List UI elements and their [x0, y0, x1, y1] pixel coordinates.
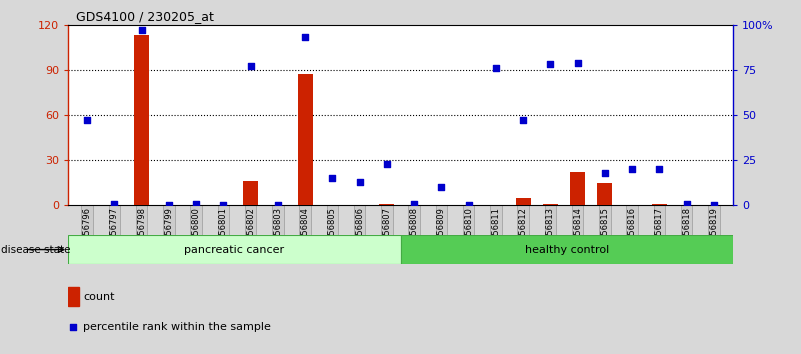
Bar: [68, 235, 400, 264]
Point: [272, 202, 284, 208]
Point: [517, 118, 529, 123]
Point: [190, 201, 203, 206]
Bar: [400, 235, 733, 264]
Bar: [516, 198, 530, 205]
Point: [653, 166, 666, 172]
Point: [163, 202, 175, 208]
Bar: [598, 183, 612, 205]
Point: [598, 170, 611, 176]
Bar: [134, 35, 149, 205]
Bar: [570, 172, 585, 205]
Point: [380, 161, 393, 167]
Point: [217, 202, 230, 208]
Text: GDS4100 / 230205_at: GDS4100 / 230205_at: [76, 10, 214, 23]
Text: pancreatic cancer: pancreatic cancer: [184, 245, 284, 255]
Point: [108, 201, 121, 206]
Point: [626, 166, 638, 172]
Point: [544, 62, 557, 67]
Bar: [298, 74, 312, 205]
Bar: [543, 204, 557, 205]
Point: [408, 201, 421, 206]
Bar: [380, 204, 394, 205]
Point: [135, 27, 148, 33]
Point: [326, 176, 339, 181]
Bar: [244, 181, 258, 205]
Point: [244, 63, 257, 69]
Point: [680, 201, 693, 206]
Point: [571, 60, 584, 65]
Text: percentile rank within the sample: percentile rank within the sample: [83, 321, 272, 332]
Point: [707, 202, 720, 208]
Text: healthy control: healthy control: [525, 245, 609, 255]
Point: [489, 65, 502, 71]
Bar: [652, 204, 667, 205]
Point: [353, 179, 366, 185]
Text: count: count: [83, 291, 115, 302]
Text: disease state: disease state: [1, 245, 70, 255]
Point: [66, 324, 79, 330]
Bar: [68, 287, 79, 306]
Point: [81, 118, 94, 123]
Point: [435, 184, 448, 190]
Point: [462, 202, 475, 208]
Point: [299, 35, 312, 40]
